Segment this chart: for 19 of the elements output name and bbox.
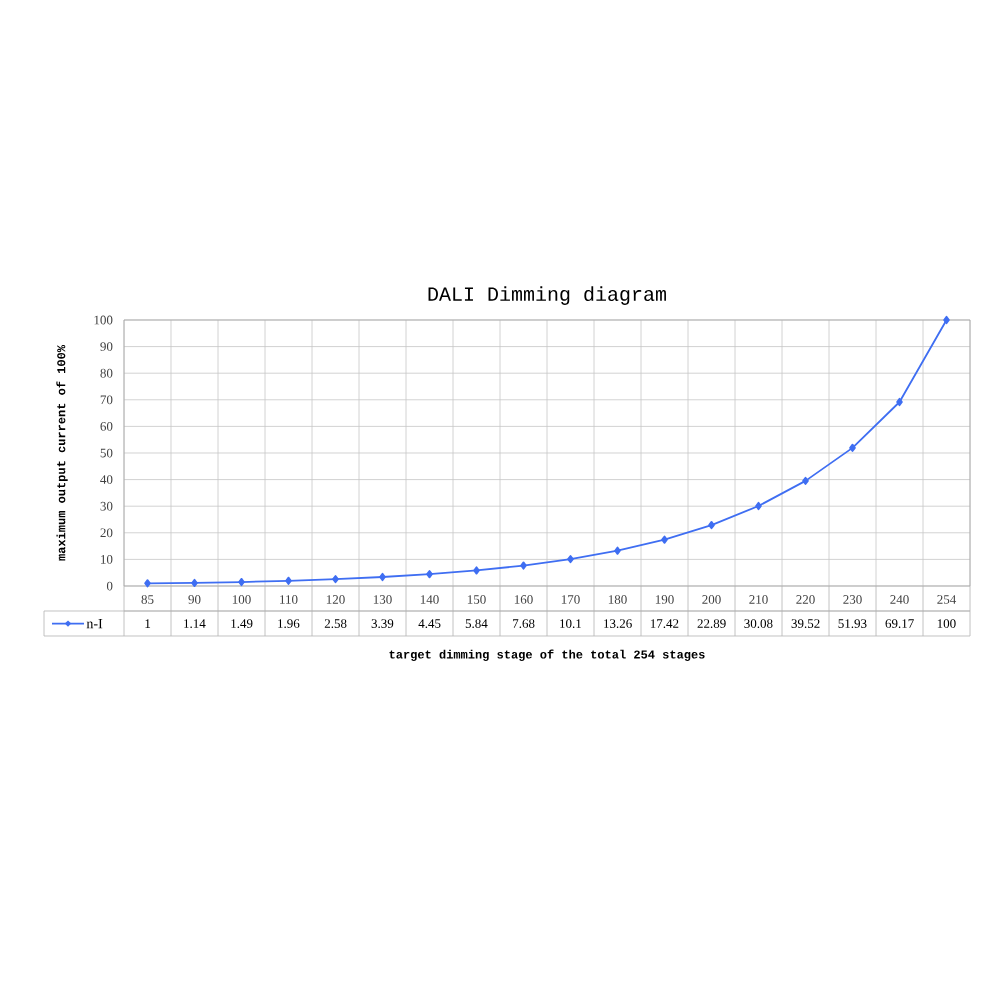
- point: [285, 576, 292, 585]
- point: [661, 535, 668, 544]
- point: [332, 575, 339, 584]
- point: [144, 579, 151, 588]
- point: [520, 561, 527, 570]
- point: [943, 315, 950, 325]
- point: [238, 577, 245, 587]
- point: [473, 566, 480, 575]
- point: [567, 555, 574, 564]
- point: [426, 570, 433, 579]
- point: [191, 578, 198, 588]
- point: [755, 501, 762, 511]
- point: [614, 546, 621, 555]
- point: [379, 572, 386, 582]
- point: [708, 521, 715, 530]
- chart-title: DALI Dimming diagram: [428, 286, 666, 305]
- point: [896, 397, 903, 407]
- point: [802, 476, 809, 485]
- point: [849, 443, 856, 452]
